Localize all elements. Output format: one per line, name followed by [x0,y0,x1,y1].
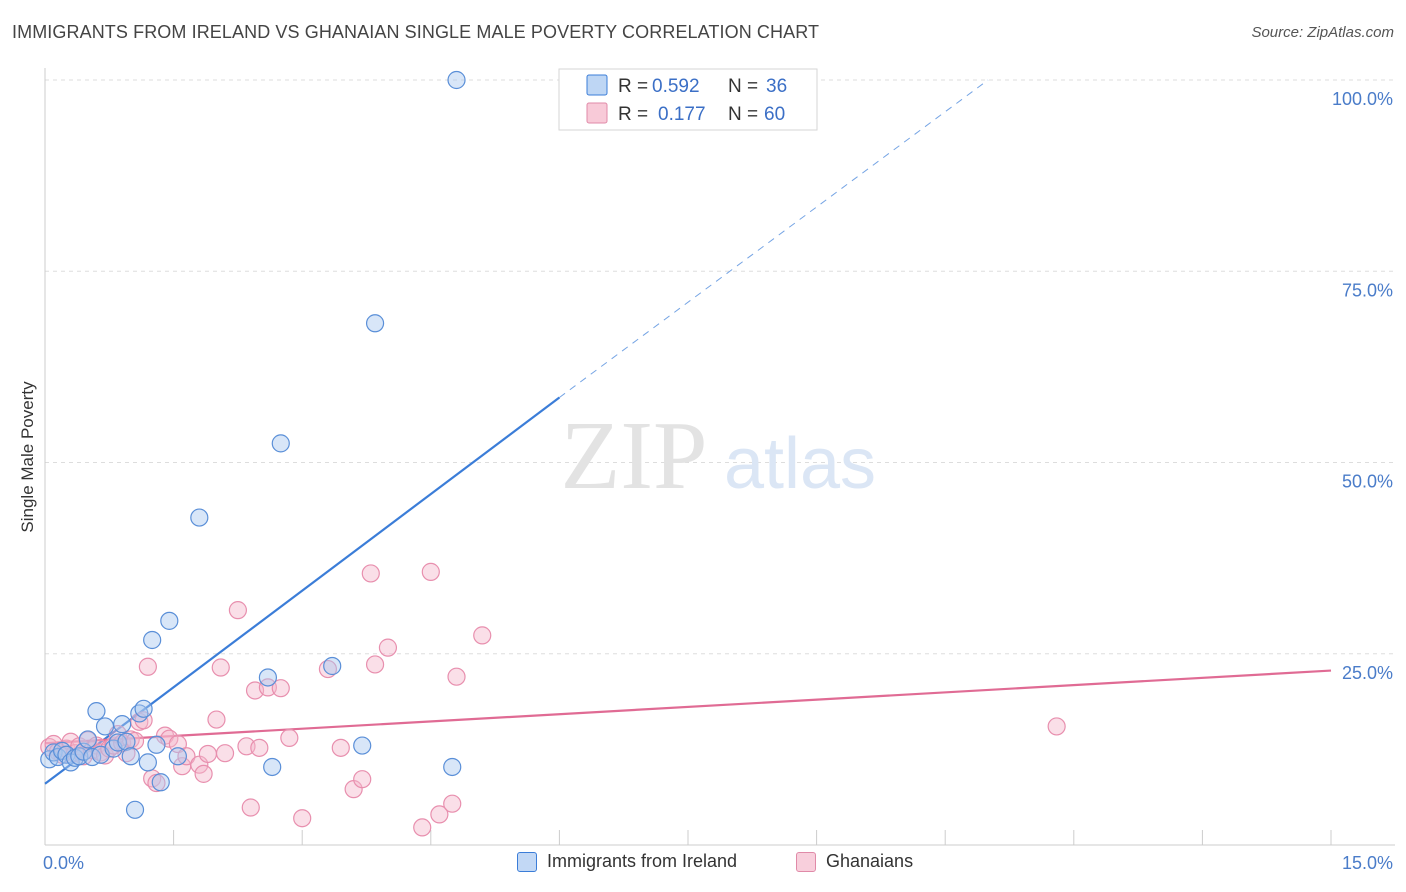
trendline-ghanaians-solid [44,669,1332,745]
point-ghanaians-56 [443,794,462,813]
trendline-ghanaians [44,669,1332,745]
point-ghanaians-45 [293,809,312,828]
legend-r-label-ghanaians: R = [618,104,648,125]
point-ireland-9 [78,730,97,749]
point-ghanaians-32 [194,764,213,783]
bottom-legend: Immigrants from Ireland Ghanaians [0,851,1406,879]
points-ireland [40,70,466,819]
legend-n-value-ghanaians: 60 [764,104,785,125]
point-ghanaians-51 [365,655,385,674]
point-ghanaians-47 [331,738,350,757]
point-ghanaians-59 [1047,717,1066,736]
point-ghanaians-37 [228,601,247,620]
point-ghanaians-36 [215,744,235,763]
x-tick-label-1: 15.0% [1342,853,1393,873]
point-ghanaians-55 [430,805,449,824]
legend-swatch-ghanaians [586,102,608,124]
legend-n-label-ireland: N = [728,76,758,97]
chart-title: IMMIGRANTS FROM IRELAND VS GHANAIAN SING… [12,22,820,42]
point-ghanaians-44 [280,728,299,748]
point-ireland-36 [447,70,466,90]
point-ireland-13 [95,717,115,736]
point-ireland-18 [121,747,140,766]
point-ghanaians-52 [378,638,398,657]
y-tick-label-2: 75.0% [1342,280,1393,300]
point-ghanaians-35 [211,658,230,677]
bottom-legend-label-ireland: Immigrants from Ireland [547,851,738,871]
point-ireland-34 [365,314,385,333]
point-ireland-33 [353,736,372,755]
point-ghanaians-58 [473,626,492,645]
point-ireland-30 [263,757,282,777]
point-ghanaians-49 [353,770,372,789]
bottom-legend-item-ghanaians: Ghanaians [796,851,913,872]
trendline-ireland-dashed [559,79,989,398]
chart-source: Source: ZipAtlas.com [1251,24,1394,41]
y-tick-label-1: 50.0% [1342,472,1393,492]
point-ghanaians-34 [207,710,226,729]
point-ireland-27 [168,747,187,766]
legend-swatch-ireland [586,74,608,96]
point-ireland-22 [138,753,157,772]
bottom-legend-swatch-ghanaians [796,851,816,872]
point-ireland-28 [190,508,209,527]
point-ireland-25 [151,773,170,792]
x-tick-label-0: 0.0% [43,853,84,873]
legend-n-value-ireland: 36 [766,76,787,97]
point-ghanaians-50 [361,564,380,583]
point-ireland-32 [323,656,342,676]
y-tick-label-0: 25.0% [1342,663,1393,683]
y-tick-label-3: 100.0% [1332,89,1393,109]
point-ireland-35 [443,757,462,777]
point-ghanaians-41 [250,738,269,757]
watermark: ZIP atlas [561,402,877,510]
bottom-legend-swatch-ireland [517,851,537,872]
x-tick-labels: 0.0% 15.0% [43,853,1393,873]
point-ireland-31 [271,434,290,453]
y-tick-labels: 25.0% 50.0% 75.0% 100.0% [1332,89,1393,683]
point-ghanaians-23 [138,657,157,676]
bottom-legend-item-ireland: Immigrants from Ireland [517,851,737,872]
top-legend: R = 0.592 N = 36 R = 0.177 N = 60 [558,68,818,131]
point-ireland-23 [143,630,162,650]
point-ghanaians-39 [241,798,260,817]
points-ghanaians [40,562,1066,837]
point-ireland-29 [258,668,278,687]
point-ireland-21 [134,699,153,718]
legend-n-label-ghanaians: N = [728,104,758,125]
watermark-zip: ZIP [561,402,708,510]
legend-r-value-ireland: 0.592 [652,76,700,97]
point-ireland-24 [147,735,166,754]
legend-r-value-ghanaians: 0.177 [658,104,706,125]
point-ghanaians-42 [258,678,278,697]
grid-lines [45,79,1395,655]
legend-r-label-ireland: R = [618,76,648,97]
point-ireland-11 [87,702,106,721]
point-ghanaians-53 [413,818,432,837]
point-ghanaians-33 [198,744,217,764]
watermark-atlas: atlas [724,424,876,504]
point-ghanaians-54 [421,562,440,581]
point-ghanaians-57 [447,667,466,686]
point-ireland-26 [160,611,179,630]
point-ireland-17 [117,732,136,751]
point-ghanaians-43 [271,679,290,698]
axes [44,68,1395,846]
point-ireland-19 [125,800,145,819]
point-ireland-16 [113,715,132,734]
bottom-legend-label-ghanaians: Ghanaians [826,851,914,871]
